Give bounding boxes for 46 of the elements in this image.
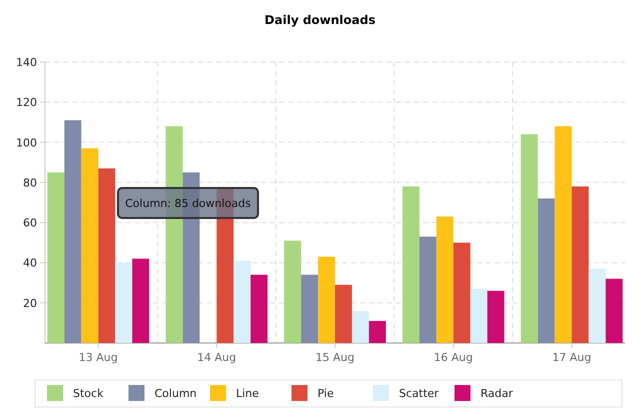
- bar: [436, 216, 454, 343]
- legend-label: Scatter: [399, 387, 440, 400]
- bar: [81, 148, 98, 343]
- bar: [606, 278, 623, 343]
- bar: [234, 260, 251, 343]
- bar: [352, 310, 369, 343]
- legend-label: Column: [154, 387, 197, 400]
- bar: [335, 284, 352, 343]
- y-tick-label: 80: [23, 176, 37, 190]
- bar: [588, 268, 606, 343]
- x-tick-label: 17 Aug: [552, 351, 592, 364]
- y-tick-label: 60: [23, 216, 37, 230]
- annotation: Column: 85 downloads: [125, 197, 252, 210]
- bar: [538, 198, 555, 343]
- bar: [64, 120, 82, 343]
- bar: [419, 236, 436, 343]
- bar: [554, 126, 572, 343]
- legend-label: Stock: [73, 387, 104, 400]
- bar: [470, 288, 488, 343]
- x-tick-label: 14 Aug: [197, 351, 236, 364]
- bar: [318, 256, 335, 343]
- bar: [47, 172, 64, 343]
- legend-label: Pie: [318, 387, 334, 400]
- bar: [487, 290, 504, 343]
- y-tick-label: 40: [23, 256, 37, 270]
- bar: [250, 274, 268, 343]
- bar: [132, 258, 150, 343]
- bar: [368, 320, 386, 343]
- bar: [520, 134, 538, 343]
- bar: [115, 262, 132, 343]
- legend-label: Radar: [480, 387, 514, 400]
- bar: [301, 274, 318, 343]
- y-tick-label: 140: [16, 56, 37, 69]
- y-tick-label: 120: [16, 96, 37, 110]
- bar: [572, 186, 589, 343]
- bar: [98, 168, 116, 343]
- legend-label: Line: [236, 387, 260, 400]
- bar: [453, 242, 470, 343]
- x-tick-label: 13 Aug: [78, 351, 118, 364]
- x-tick-label: 16 Aug: [434, 351, 473, 364]
- chart-title: Daily downloads: [264, 13, 376, 27]
- bar: [284, 240, 302, 343]
- bar: [402, 186, 420, 343]
- y-tick-label: 20: [23, 296, 37, 310]
- x-tick-label: 15 Aug: [316, 351, 354, 364]
- y-tick-label: 100: [16, 136, 37, 150]
